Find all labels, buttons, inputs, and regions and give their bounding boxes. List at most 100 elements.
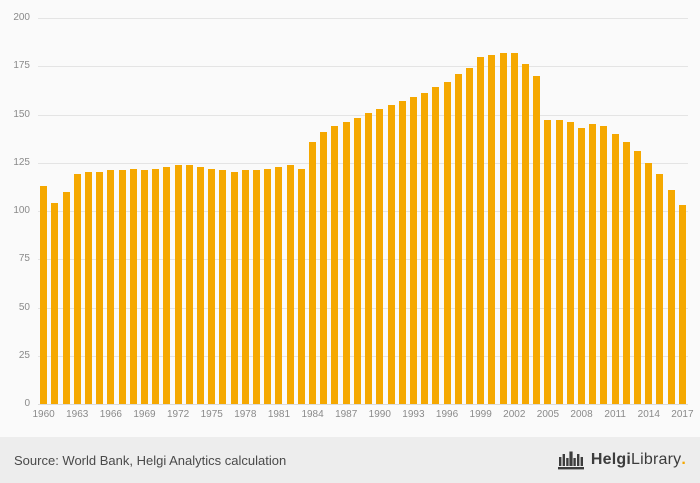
brand-dot: . — [681, 451, 686, 468]
bar-1997 — [454, 73, 462, 404]
bar-1967 — [118, 170, 126, 404]
bar-1998 — [465, 68, 473, 404]
bar-2007 — [566, 122, 574, 404]
y-tick-label-50: 50 — [18, 301, 30, 313]
bar-1990 — [376, 108, 384, 404]
bar-2002 — [510, 52, 518, 404]
bar-1995 — [432, 87, 440, 404]
bar-2009 — [589, 124, 597, 404]
bar-2004 — [533, 75, 541, 404]
gridline-125 — [38, 162, 688, 164]
x-tick-label-2002: 2002 — [503, 409, 526, 420]
x-tick-label-2008: 2008 — [570, 409, 593, 420]
gridline-50 — [38, 307, 688, 309]
x-tick-label-2011: 2011 — [604, 409, 626, 420]
plot-area — [38, 18, 688, 405]
bar-1969 — [140, 170, 148, 404]
bar-1968 — [129, 168, 137, 404]
x-tick-label-1960: 1960 — [32, 409, 55, 420]
bar-1996 — [443, 81, 451, 404]
bar-1980 — [264, 168, 272, 404]
y-tick-label-75: 75 — [18, 253, 30, 265]
bar-2010 — [600, 126, 608, 404]
x-tick-label-1975: 1975 — [200, 409, 223, 420]
gridline-75 — [38, 259, 688, 261]
x-tick-label-1999: 1999 — [469, 409, 492, 420]
helgi-library-logo[interactable]: HelgiLibrary. — [557, 450, 686, 470]
bar-1965 — [96, 172, 104, 404]
bar-1984 — [309, 141, 317, 404]
x-tick-label-1993: 1993 — [402, 409, 425, 420]
bar-1983 — [297, 168, 305, 404]
x-tick-label-1969: 1969 — [133, 409, 156, 420]
bar-2017 — [678, 205, 686, 404]
bar-1985 — [320, 131, 328, 404]
x-tick-label-1996: 1996 — [435, 409, 459, 420]
y-tick-label-25: 25 — [18, 349, 30, 361]
bar-1966 — [107, 170, 115, 404]
bar-1970 — [152, 168, 160, 404]
bar-2011 — [611, 133, 619, 404]
bar-1972 — [174, 164, 182, 404]
x-tick-label-1972: 1972 — [166, 409, 190, 420]
x-tick-label-1963: 1963 — [66, 409, 89, 420]
bar-1975 — [208, 168, 216, 404]
bar-2005 — [544, 120, 552, 404]
bar-1994 — [421, 93, 429, 404]
bar-1960 — [40, 185, 48, 404]
bar-1993 — [409, 97, 417, 404]
bar-1973 — [185, 164, 193, 404]
x-tick-label-1981: 1981 — [267, 409, 291, 420]
bar-1987 — [342, 122, 350, 404]
gridline-150 — [38, 114, 688, 116]
bar-1962 — [62, 191, 70, 404]
bar-1981 — [275, 166, 283, 404]
bar-2015 — [656, 174, 664, 404]
brand-name-library: Library — [631, 451, 682, 468]
bar-2006 — [555, 120, 563, 404]
gridline-25 — [38, 355, 688, 357]
bar-2013 — [634, 151, 642, 404]
bar-1986 — [331, 126, 339, 404]
y-axis-labels: 0 25 50 75 100 125 150 175 200 — [0, 12, 32, 409]
x-tick-label-1978: 1978 — [234, 409, 257, 420]
x-axis-labels: 1960 1963 1966 1969 1972 1975 1978 1981 1984 1987… — [32, 409, 693, 423]
bar-2016 — [667, 189, 675, 404]
helgi-library-logo-icon — [557, 450, 584, 470]
bar-1991 — [387, 104, 395, 404]
bar-2003 — [522, 64, 529, 404]
bar-1971 — [163, 166, 171, 404]
bar-1961 — [51, 203, 59, 404]
source-text: Source: World Bank, Helgi Analytics calc… — [14, 452, 287, 468]
brand-name: HelgiLibrary. — [591, 451, 686, 469]
footer: Source: World Bank, Helgi Analytics calc… — [0, 437, 700, 483]
brand-name-helgi: Helgi — [590, 451, 632, 468]
y-tick-label-200: 200 — [13, 12, 30, 23]
y-tick-label-100: 100 — [13, 205, 30, 216]
x-tick-label-2014: 2014 — [637, 409, 660, 420]
bar-2000 — [488, 54, 496, 404]
bar-1963 — [73, 174, 81, 404]
bar-1964 — [84, 172, 92, 404]
x-tick-label-2005: 2005 — [536, 409, 560, 420]
bar-1979 — [253, 170, 261, 404]
bar-1988 — [353, 118, 361, 404]
y-tick-label-0: 0 — [24, 398, 30, 409]
bar-1977 — [230, 172, 238, 404]
bar-1989 — [365, 112, 373, 404]
gridline-100 — [38, 211, 688, 212]
bar-2012 — [622, 141, 630, 404]
x-tick-label-1966: 1966 — [99, 409, 122, 420]
gridline-175 — [38, 66, 688, 68]
bar-1999 — [477, 56, 485, 404]
y-tick-label-125: 125 — [13, 156, 30, 168]
x-tick-label-1984: 1984 — [301, 409, 324, 420]
y-tick-label-175: 175 — [13, 60, 30, 72]
y-tick-label-150: 150 — [13, 108, 30, 120]
bar-2008 — [578, 128, 586, 404]
bar-1982 — [286, 164, 294, 404]
x-tick-label-1990: 1990 — [368, 409, 391, 420]
gridline-200 — [38, 18, 688, 19]
bar-1976 — [219, 170, 227, 404]
